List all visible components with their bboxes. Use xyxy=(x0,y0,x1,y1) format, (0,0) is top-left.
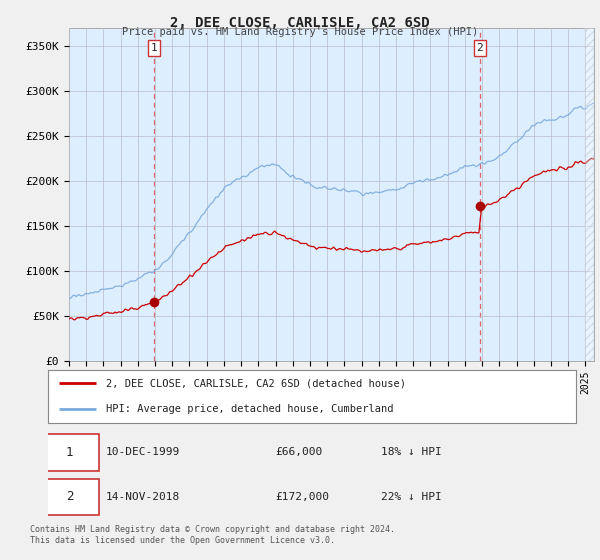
Text: HPI: Average price, detached house, Cumberland: HPI: Average price, detached house, Cumb… xyxy=(106,404,394,414)
Text: 2: 2 xyxy=(66,491,73,503)
FancyBboxPatch shape xyxy=(40,434,99,470)
Text: £66,000: £66,000 xyxy=(275,447,322,457)
Text: 18% ↓ HPI: 18% ↓ HPI xyxy=(380,447,442,457)
Text: 14-NOV-2018: 14-NOV-2018 xyxy=(106,492,181,502)
Text: 22% ↓ HPI: 22% ↓ HPI xyxy=(380,492,442,502)
Text: 2: 2 xyxy=(476,43,483,53)
Text: Price paid vs. HM Land Registry's House Price Index (HPI): Price paid vs. HM Land Registry's House … xyxy=(122,27,478,37)
Text: 2, DEE CLOSE, CARLISLE, CA2 6SD: 2, DEE CLOSE, CARLISLE, CA2 6SD xyxy=(170,16,430,30)
FancyBboxPatch shape xyxy=(40,478,99,515)
Text: 1: 1 xyxy=(151,43,157,53)
Text: Contains HM Land Registry data © Crown copyright and database right 2024.
This d: Contains HM Land Registry data © Crown c… xyxy=(30,525,395,545)
Text: 10-DEC-1999: 10-DEC-1999 xyxy=(106,447,181,457)
Text: 1: 1 xyxy=(66,446,73,459)
Text: £172,000: £172,000 xyxy=(275,492,329,502)
Text: 2, DEE CLOSE, CARLISLE, CA2 6SD (detached house): 2, DEE CLOSE, CARLISLE, CA2 6SD (detache… xyxy=(106,379,406,389)
